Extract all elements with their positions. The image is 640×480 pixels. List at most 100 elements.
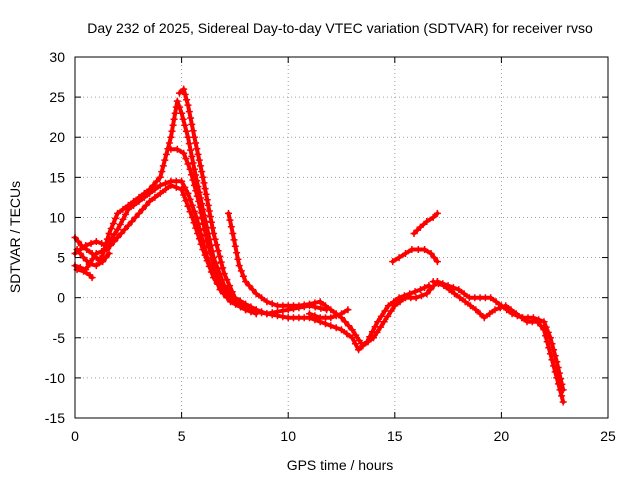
data-point-marker <box>180 149 188 157</box>
data-series <box>71 85 567 406</box>
data-point-marker <box>387 307 395 315</box>
series-trace-d <box>167 145 260 318</box>
data-point-marker <box>402 250 409 257</box>
data-point-marker <box>156 189 164 197</box>
y-tick-label: -15 <box>45 410 65 426</box>
data-point-marker <box>414 246 422 253</box>
data-point-marker <box>167 145 175 153</box>
data-point-marker <box>559 398 567 406</box>
data-point-marker <box>322 320 329 328</box>
data-point-marker <box>343 330 351 338</box>
data-point-marker <box>159 162 167 170</box>
data-point-marker <box>156 173 164 181</box>
y-tick-label: 15 <box>49 169 65 185</box>
data-point-marker <box>192 187 200 195</box>
series-line <box>75 247 112 268</box>
data-point-marker <box>234 255 242 263</box>
data-point-marker <box>82 242 90 249</box>
data-point-marker <box>426 286 434 294</box>
data-point-marker <box>226 216 234 224</box>
data-point-marker <box>170 115 178 123</box>
data-point-marker <box>98 240 106 247</box>
data-point-marker <box>180 191 188 199</box>
data-point-marker <box>176 89 183 97</box>
data-point-marker <box>245 282 253 290</box>
data-point-marker <box>550 346 558 354</box>
data-point-marker <box>135 209 143 217</box>
series-trace-n <box>433 278 567 394</box>
data-point-marker <box>529 314 537 322</box>
data-point-marker <box>201 185 209 193</box>
data-point-marker <box>209 224 216 232</box>
data-point-marker <box>184 202 192 210</box>
data-point-marker <box>412 294 420 302</box>
data-point-marker <box>252 290 260 298</box>
data-point-marker <box>151 193 159 201</box>
data-point-marker <box>327 322 335 330</box>
data-point-marker <box>359 342 367 350</box>
data-point-marker <box>217 279 224 287</box>
data-point-marker <box>249 286 257 294</box>
data-point-marker <box>389 258 397 266</box>
y-tick-label: -5 <box>53 330 66 346</box>
data-point-marker <box>153 177 161 185</box>
series-trace-k <box>389 246 441 266</box>
data-point-marker <box>119 215 127 223</box>
x-tick-label: 10 <box>280 428 296 444</box>
data-point-marker <box>408 246 416 253</box>
data-point-marker <box>413 226 421 234</box>
data-point-marker <box>433 258 441 266</box>
data-point-marker <box>182 155 190 163</box>
data-point-marker <box>410 230 418 237</box>
data-point-marker <box>190 181 198 189</box>
data-point-marker <box>544 328 552 336</box>
data-point-marker <box>480 314 488 322</box>
data-point-marker <box>433 278 441 286</box>
data-point-marker <box>196 203 204 211</box>
data-point-marker <box>131 213 139 221</box>
data-point-marker <box>217 258 225 266</box>
data-point-marker <box>184 133 192 141</box>
data-point-marker <box>76 250 84 257</box>
data-point-marker <box>355 337 363 344</box>
data-point-marker <box>172 183 180 191</box>
data-point-marker <box>467 302 474 310</box>
data-point-marker <box>162 179 170 187</box>
data-point-marker <box>92 262 100 270</box>
data-point-marker <box>173 97 181 105</box>
y-tick-label: 5 <box>57 250 65 266</box>
y-tick-label: 25 <box>49 89 65 105</box>
data-point-marker <box>430 254 438 262</box>
data-point-marker <box>201 226 209 234</box>
data-point-marker <box>425 282 433 290</box>
data-point-marker <box>202 190 210 198</box>
series-trace-e <box>73 246 113 270</box>
data-point-marker <box>363 338 371 346</box>
data-point-marker <box>327 314 335 322</box>
data-point-marker <box>429 213 437 221</box>
data-point-marker <box>558 380 566 388</box>
data-point-marker <box>212 268 220 276</box>
data-point-marker <box>168 127 176 135</box>
data-point-marker <box>186 165 194 173</box>
y-tick-label: 30 <box>49 49 65 65</box>
data-point-marker <box>380 318 388 326</box>
data-point-marker <box>162 185 170 193</box>
data-point-marker <box>205 207 213 215</box>
data-point-marker <box>226 282 234 290</box>
series-trace-c <box>71 181 260 318</box>
series-trace-j <box>306 306 352 322</box>
data-point-marker <box>105 230 113 237</box>
y-tick-label: -10 <box>45 370 65 386</box>
data-point-marker <box>185 108 193 116</box>
data-point-marker <box>317 304 325 312</box>
data-point-marker <box>89 255 97 263</box>
data-point-marker <box>180 85 188 93</box>
data-point-marker <box>161 156 169 164</box>
data-point-marker <box>508 310 516 318</box>
data-point-marker <box>98 248 106 255</box>
data-point-marker <box>237 267 245 275</box>
x-tick-label: 15 <box>387 428 403 444</box>
y-axis-label: SDTVAR / TECUs <box>7 181 23 293</box>
data-point-marker <box>332 312 340 320</box>
